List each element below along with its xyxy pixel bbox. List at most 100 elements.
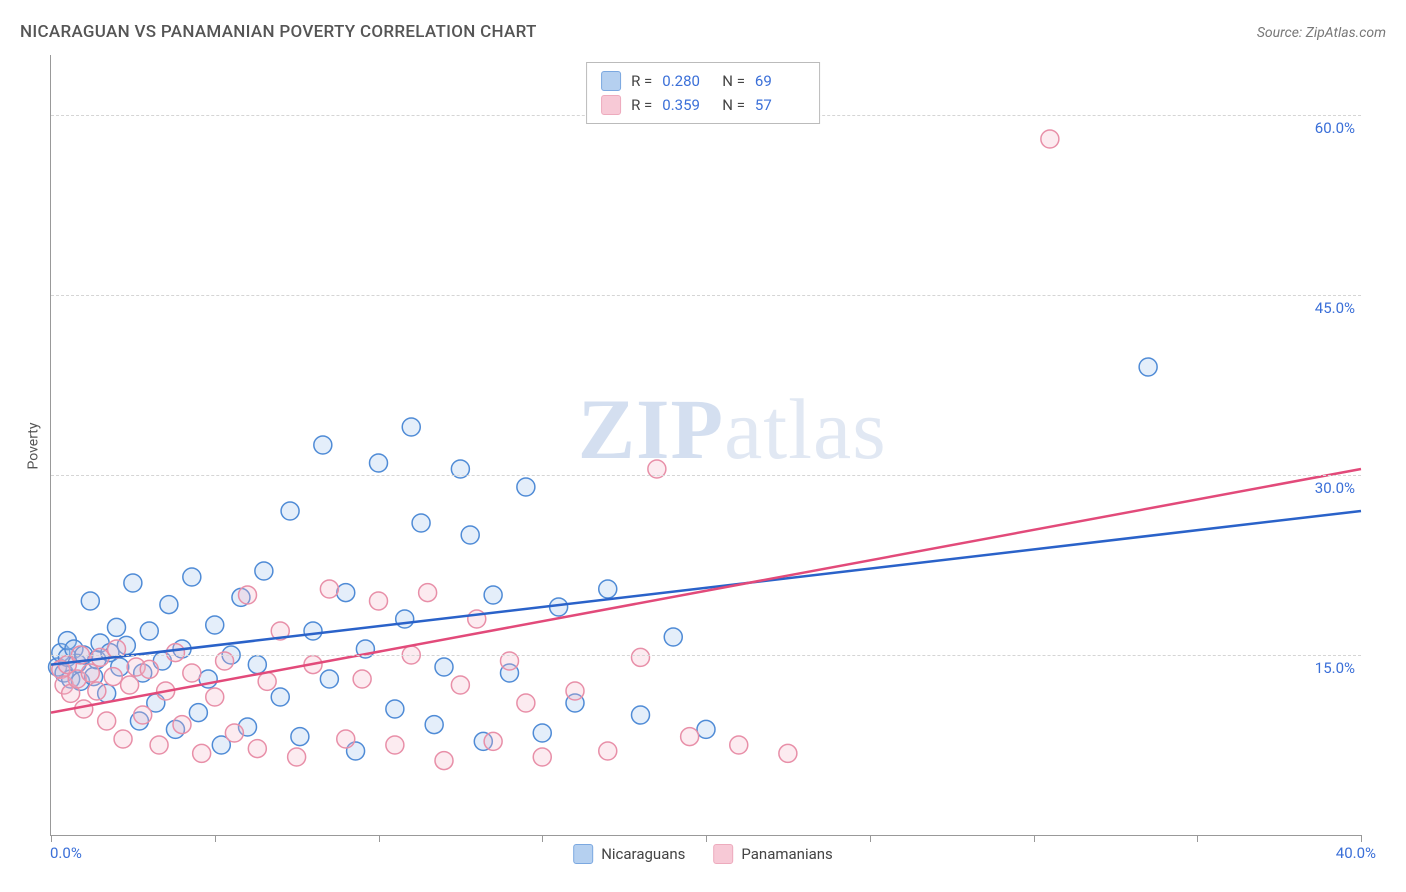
n-label: N = xyxy=(722,72,745,90)
legend-item: Panamanians xyxy=(713,844,832,864)
data-point xyxy=(533,748,551,766)
x-tick xyxy=(706,835,707,842)
data-point xyxy=(779,744,797,762)
data-point xyxy=(337,584,355,602)
legend-swatch xyxy=(601,95,621,115)
data-point xyxy=(88,682,106,700)
gridline xyxy=(51,475,1361,476)
legend-swatch xyxy=(713,844,733,864)
y-tick-label: 45.0% xyxy=(1315,299,1355,317)
y-tick-label: 60.0% xyxy=(1315,119,1355,137)
data-point xyxy=(632,706,650,724)
data-point xyxy=(98,712,116,730)
data-point xyxy=(140,660,158,678)
bottom-legend: Nicaraguans Panamanians xyxy=(573,844,833,864)
x-origin-label: 0.0% xyxy=(50,844,82,862)
r-value: 0.359 xyxy=(662,96,712,114)
x-max-label: 40.0% xyxy=(1336,844,1376,862)
gridline xyxy=(51,655,1361,656)
data-point xyxy=(664,628,682,646)
data-point xyxy=(248,656,266,674)
data-point xyxy=(419,584,437,602)
data-point xyxy=(281,502,299,520)
stats-row: R = 0.280 N = 69 xyxy=(601,69,805,93)
x-tick xyxy=(1034,835,1035,842)
data-point xyxy=(160,596,178,614)
data-point xyxy=(599,742,617,760)
data-point xyxy=(183,568,201,586)
data-point xyxy=(730,736,748,754)
data-point xyxy=(370,454,388,472)
legend-label: Panamanians xyxy=(741,845,832,863)
data-point xyxy=(451,676,469,694)
data-point xyxy=(104,668,122,686)
data-point xyxy=(396,610,414,628)
data-point xyxy=(632,648,650,666)
data-point xyxy=(425,716,443,734)
legend-label: Nicaraguans xyxy=(601,845,685,863)
x-tick xyxy=(870,835,871,842)
data-point xyxy=(533,724,551,742)
data-point xyxy=(386,736,404,754)
data-point xyxy=(681,728,699,746)
data-point xyxy=(1041,130,1059,148)
data-point xyxy=(81,592,99,610)
data-point xyxy=(320,670,338,688)
data-point xyxy=(435,658,453,676)
r-label: R = xyxy=(631,96,652,114)
data-point xyxy=(166,644,184,662)
data-point xyxy=(353,670,371,688)
x-tick xyxy=(51,835,52,842)
chart-title: NICARAGUAN VS PANAMANIAN POVERTY CORRELA… xyxy=(20,22,537,42)
x-tick xyxy=(379,835,380,842)
source-attribution: Source: ZipAtlas.com xyxy=(1257,25,1386,41)
data-point xyxy=(1139,358,1157,376)
data-point xyxy=(291,728,309,746)
y-tick-label: 30.0% xyxy=(1315,479,1355,497)
data-point xyxy=(124,574,142,592)
data-point xyxy=(258,672,276,690)
gridline xyxy=(51,295,1361,296)
x-tick xyxy=(1361,835,1362,842)
data-point xyxy=(248,740,266,758)
legend-item: Nicaraguans xyxy=(573,844,685,864)
data-point xyxy=(108,618,126,636)
data-point xyxy=(271,688,289,706)
data-point xyxy=(599,580,617,598)
legend-swatch xyxy=(601,71,621,91)
data-point xyxy=(239,586,257,604)
r-label: R = xyxy=(631,72,652,90)
data-point xyxy=(461,526,479,544)
x-tick xyxy=(215,835,216,842)
data-point xyxy=(484,732,502,750)
y-tick-label: 15.0% xyxy=(1315,659,1355,677)
data-point xyxy=(114,730,132,748)
data-point xyxy=(134,706,152,724)
data-point xyxy=(517,694,535,712)
data-point xyxy=(320,580,338,598)
data-point xyxy=(517,478,535,496)
r-value: 0.280 xyxy=(662,72,712,90)
data-point xyxy=(225,724,243,742)
data-point xyxy=(288,748,306,766)
data-point xyxy=(386,700,404,718)
data-point xyxy=(412,514,430,532)
data-point xyxy=(314,436,332,454)
data-point xyxy=(304,622,322,640)
data-point xyxy=(697,720,715,738)
data-point xyxy=(337,730,355,748)
data-point xyxy=(173,716,191,734)
data-point xyxy=(255,562,273,580)
data-point xyxy=(435,752,453,770)
data-point xyxy=(150,736,168,754)
data-point xyxy=(81,664,99,682)
top-legend: R =0.280N =69R =0.359N =57 xyxy=(586,62,820,124)
data-point xyxy=(121,676,139,694)
n-value: 69 xyxy=(755,72,805,90)
data-point xyxy=(370,592,388,610)
data-point xyxy=(484,586,502,604)
data-point xyxy=(189,704,207,722)
data-point xyxy=(193,744,211,762)
x-tick xyxy=(542,835,543,842)
data-point xyxy=(402,418,420,436)
